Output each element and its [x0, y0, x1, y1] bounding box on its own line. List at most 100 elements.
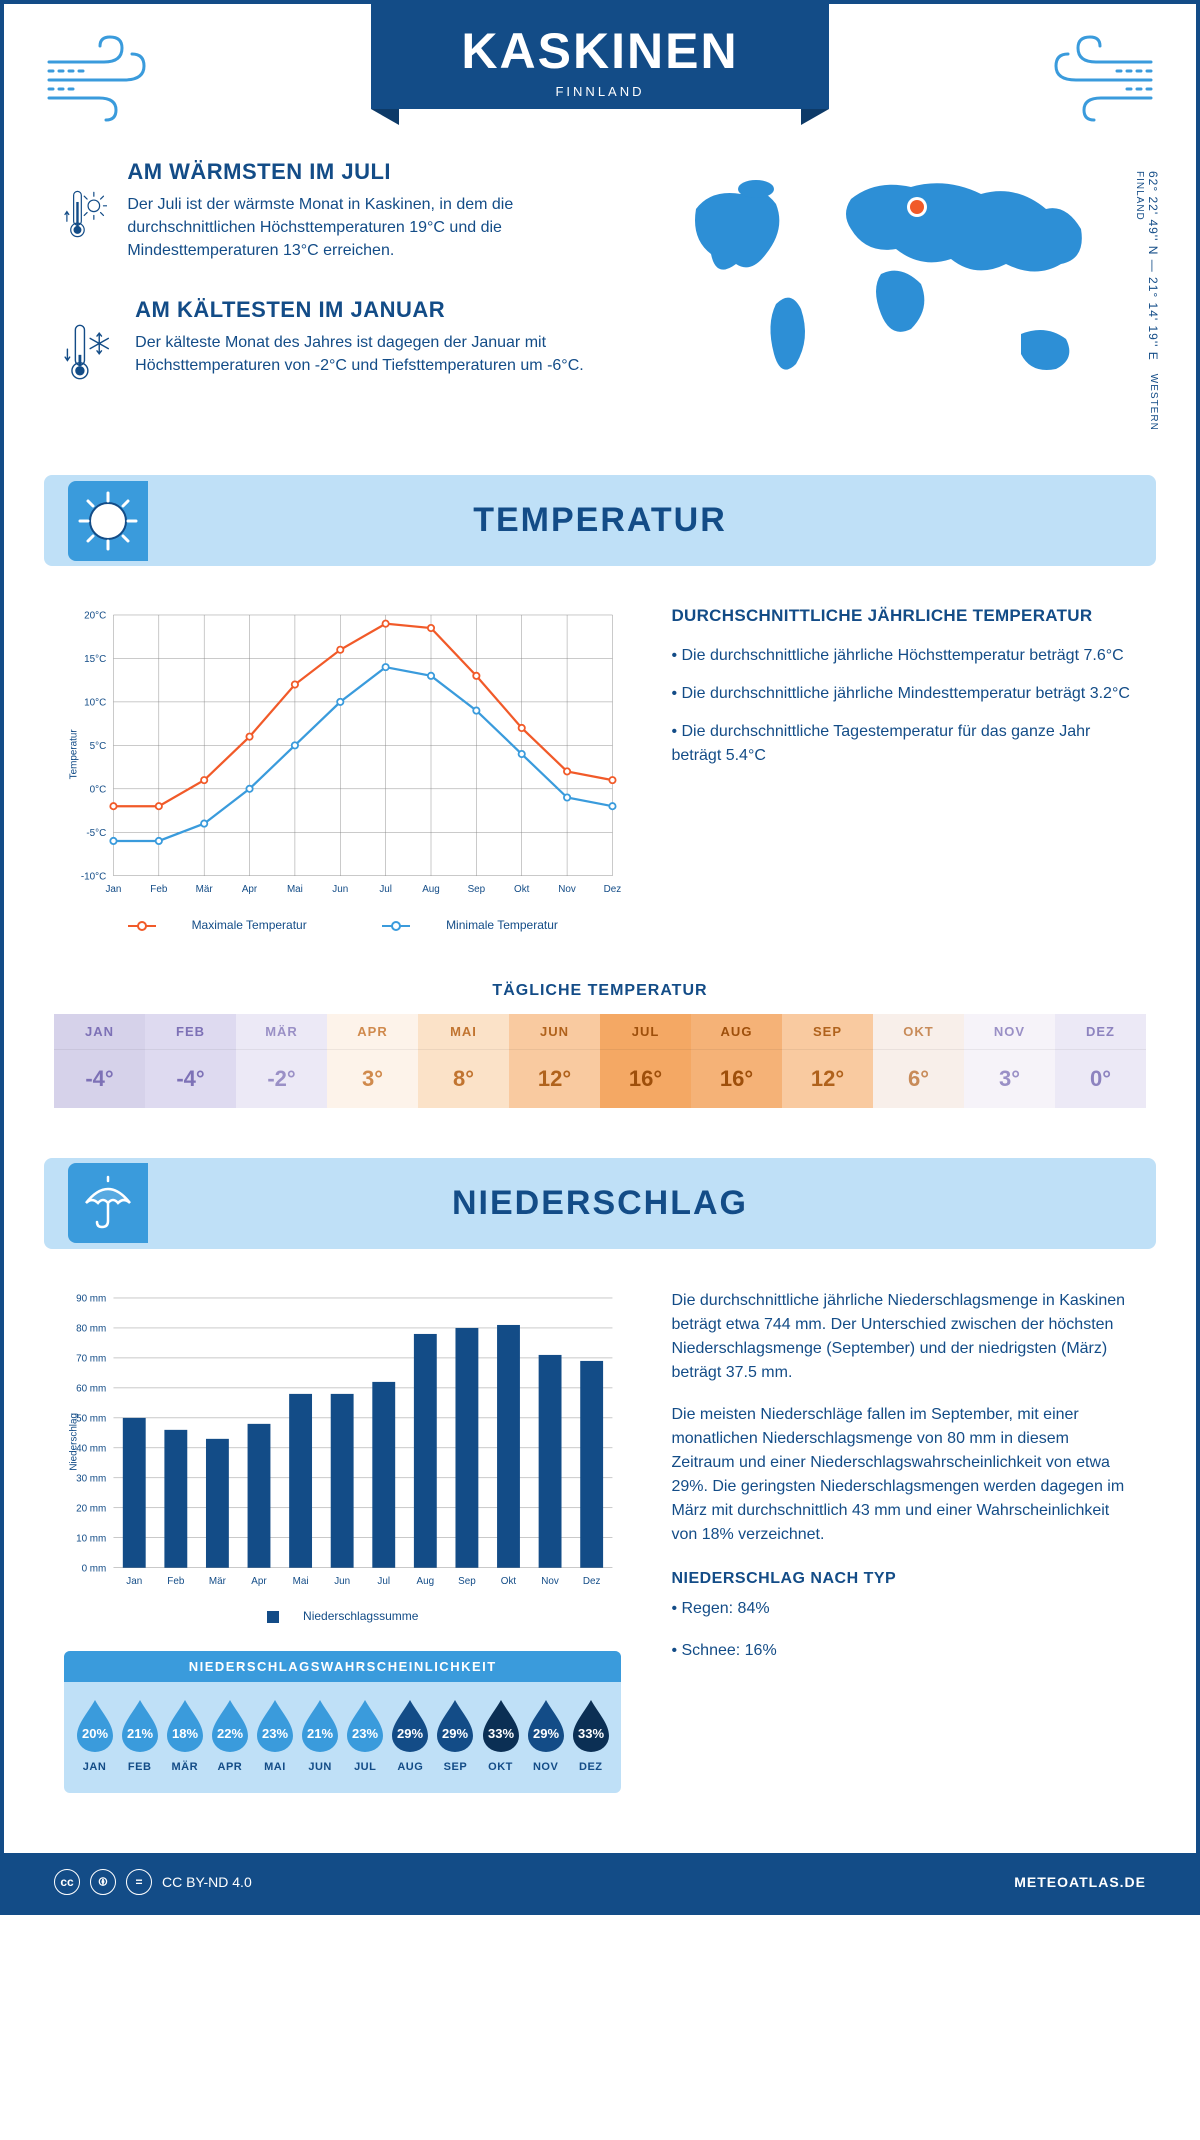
svg-text:Jun: Jun: [334, 1576, 350, 1587]
svg-text:Nov: Nov: [558, 884, 576, 895]
svg-text:21%: 21%: [307, 1726, 333, 1741]
svg-text:20%: 20%: [82, 1726, 108, 1741]
title-banner: KASKINEN FINNLAND: [371, 4, 828, 109]
world-map-icon: [666, 159, 1136, 399]
precip-heading: NIEDERSCHLAG: [44, 1184, 1156, 1223]
precip-section-banner: NIEDERSCHLAG: [44, 1158, 1156, 1249]
daily-cell: SEP 12°: [782, 1014, 873, 1108]
svg-text:20°C: 20°C: [84, 611, 106, 622]
svg-text:Apr: Apr: [251, 1576, 267, 1587]
warmest-title: AM WÄRMSTEN IM JULI: [127, 159, 626, 185]
svg-text:Feb: Feb: [150, 884, 168, 895]
svg-text:29%: 29%: [533, 1726, 559, 1741]
svg-text:30 mm: 30 mm: [76, 1473, 106, 1484]
daily-cell: NOV 3°: [964, 1014, 1055, 1108]
svg-text:33%: 33%: [578, 1726, 604, 1741]
svg-text:Sep: Sep: [468, 884, 486, 895]
svg-text:29%: 29%: [397, 1726, 423, 1741]
daily-cell: APR 3°: [327, 1014, 418, 1108]
sun-icon: [68, 481, 148, 561]
svg-text:Jul: Jul: [377, 1576, 390, 1587]
svg-text:10°C: 10°C: [84, 698, 106, 709]
prob-title: NIEDERSCHLAGSWAHRSCHEINLICHKEIT: [64, 1651, 621, 1682]
daily-cell: OKT 6°: [873, 1014, 964, 1108]
svg-text:80 mm: 80 mm: [76, 1323, 106, 1334]
coordinates: 62° 22' 49'' N — 21° 14' 19'' E WESTERN …: [1132, 171, 1160, 435]
svg-text:33%: 33%: [488, 1726, 514, 1741]
svg-text:-5°C: -5°C: [86, 828, 106, 839]
temp-info-b2: • Die durchschnittliche jährliche Mindes…: [671, 682, 1136, 706]
svg-text:0°C: 0°C: [90, 784, 107, 795]
svg-text:21%: 21%: [127, 1726, 153, 1741]
temp-info-b1: • Die durchschnittliche jährliche Höchst…: [671, 644, 1136, 668]
temperature-section-banner: TEMPERATUR: [44, 475, 1156, 566]
svg-text:60 mm: 60 mm: [76, 1383, 106, 1394]
svg-text:Nov: Nov: [541, 1576, 559, 1587]
header: KASKINEN FINNLAND: [4, 4, 1196, 139]
temperature-chart: -10°C-5°C0°C5°C10°C15°C20°CJanFebMärAprM…: [64, 606, 621, 932]
wind-icon: [44, 32, 164, 122]
precip-snow: • Schnee: 16%: [671, 1639, 1136, 1663]
svg-text:23%: 23%: [262, 1726, 288, 1741]
svg-text:Sep: Sep: [458, 1576, 476, 1587]
svg-text:Aug: Aug: [422, 884, 440, 895]
prob-drop: 22% APR: [208, 1696, 252, 1773]
daily-cell: JAN -4°: [54, 1014, 145, 1108]
temperature-info: DURCHSCHNITTLICHE JÄHRLICHE TEMPERATUR •…: [671, 606, 1136, 932]
temperature-heading: TEMPERATUR: [44, 501, 1156, 540]
svg-text:Aug: Aug: [417, 1576, 435, 1587]
location-marker-icon: [910, 200, 924, 214]
svg-text:Mär: Mär: [209, 1576, 227, 1587]
coldest-title: AM KÄLTESTEN IM JANUAR: [135, 297, 626, 323]
daily-cell: FEB -4°: [145, 1014, 236, 1108]
svg-text:18%: 18%: [172, 1726, 198, 1741]
svg-text:Dez: Dez: [604, 884, 622, 895]
svg-text:Mär: Mär: [196, 884, 214, 895]
prob-drop: 29% AUG: [388, 1696, 432, 1773]
warmest-text: Der Juli ist der wärmste Monat in Kaskin…: [127, 193, 626, 263]
prob-drop: 23% JUL: [343, 1696, 387, 1773]
city-title: KASKINEN: [461, 22, 738, 80]
svg-text:10 mm: 10 mm: [76, 1533, 106, 1544]
cc-icon: cc: [54, 1869, 80, 1895]
precip-probability: NIEDERSCHLAGSWAHRSCHEINLICHKEIT 20% JAN …: [64, 1651, 621, 1793]
svg-text:Mai: Mai: [293, 1576, 309, 1587]
svg-text:Temperatur: Temperatur: [69, 729, 80, 780]
prob-drop: 21% JUN: [298, 1696, 342, 1773]
prob-drop: 33% OKT: [479, 1696, 523, 1773]
thermometer-snow-icon: [64, 297, 115, 407]
prob-drop: 20% JAN: [73, 1696, 117, 1773]
country-subtitle: FINNLAND: [461, 84, 738, 99]
prob-drop: 29% NOV: [524, 1696, 568, 1773]
daily-cell: JUN 12°: [509, 1014, 600, 1108]
coldest-text: Der kälteste Monat des Jahres ist dagege…: [135, 331, 626, 377]
svg-text:23%: 23%: [352, 1726, 378, 1741]
daily-cell: AUG 16°: [691, 1014, 782, 1108]
footer: cc 🅯 = CC BY-ND 4.0 METEOATLAS.DE: [4, 1853, 1196, 1911]
daily-temp-table: JAN -4°FEB -4°MÄR -2°APR 3°MAI 8°JUN 12°…: [54, 1014, 1146, 1108]
svg-text:Okt: Okt: [514, 884, 530, 895]
prob-drop: 18% MÄR: [163, 1696, 207, 1773]
svg-text:Jul: Jul: [379, 884, 392, 895]
prob-drop: 29% SEP: [433, 1696, 477, 1773]
svg-text:Feb: Feb: [167, 1576, 185, 1587]
precip-type-title: NIEDERSCHLAG NACH TYP: [671, 1567, 1136, 1591]
daily-cell: JUL 16°: [600, 1014, 691, 1108]
svg-text:Jun: Jun: [332, 884, 348, 895]
svg-text:70 mm: 70 mm: [76, 1353, 106, 1364]
precip-chart: 0 mm10 mm20 mm30 mm40 mm50 mm60 mm70 mm8…: [64, 1289, 621, 1595]
svg-text:15°C: 15°C: [84, 654, 106, 665]
svg-text:22%: 22%: [217, 1726, 243, 1741]
daily-cell: MÄR -2°: [236, 1014, 327, 1108]
thermometer-sun-icon: [64, 159, 107, 269]
coldest-block: AM KÄLTESTEN IM JANUAR Der kälteste Mona…: [64, 297, 626, 407]
svg-text:Jan: Jan: [126, 1576, 142, 1587]
precip-legend: Niederschlagssumme: [64, 1609, 621, 1623]
daily-cell: MAI 8°: [418, 1014, 509, 1108]
svg-text:Dez: Dez: [583, 1576, 601, 1587]
prob-drop: 33% DEZ: [569, 1696, 613, 1773]
svg-text:Mai: Mai: [287, 884, 303, 895]
svg-text:50 mm: 50 mm: [76, 1413, 106, 1424]
prob-drop: 23% MAI: [253, 1696, 297, 1773]
precip-p2: Die meisten Niederschläge fallen im Sept…: [671, 1403, 1136, 1547]
